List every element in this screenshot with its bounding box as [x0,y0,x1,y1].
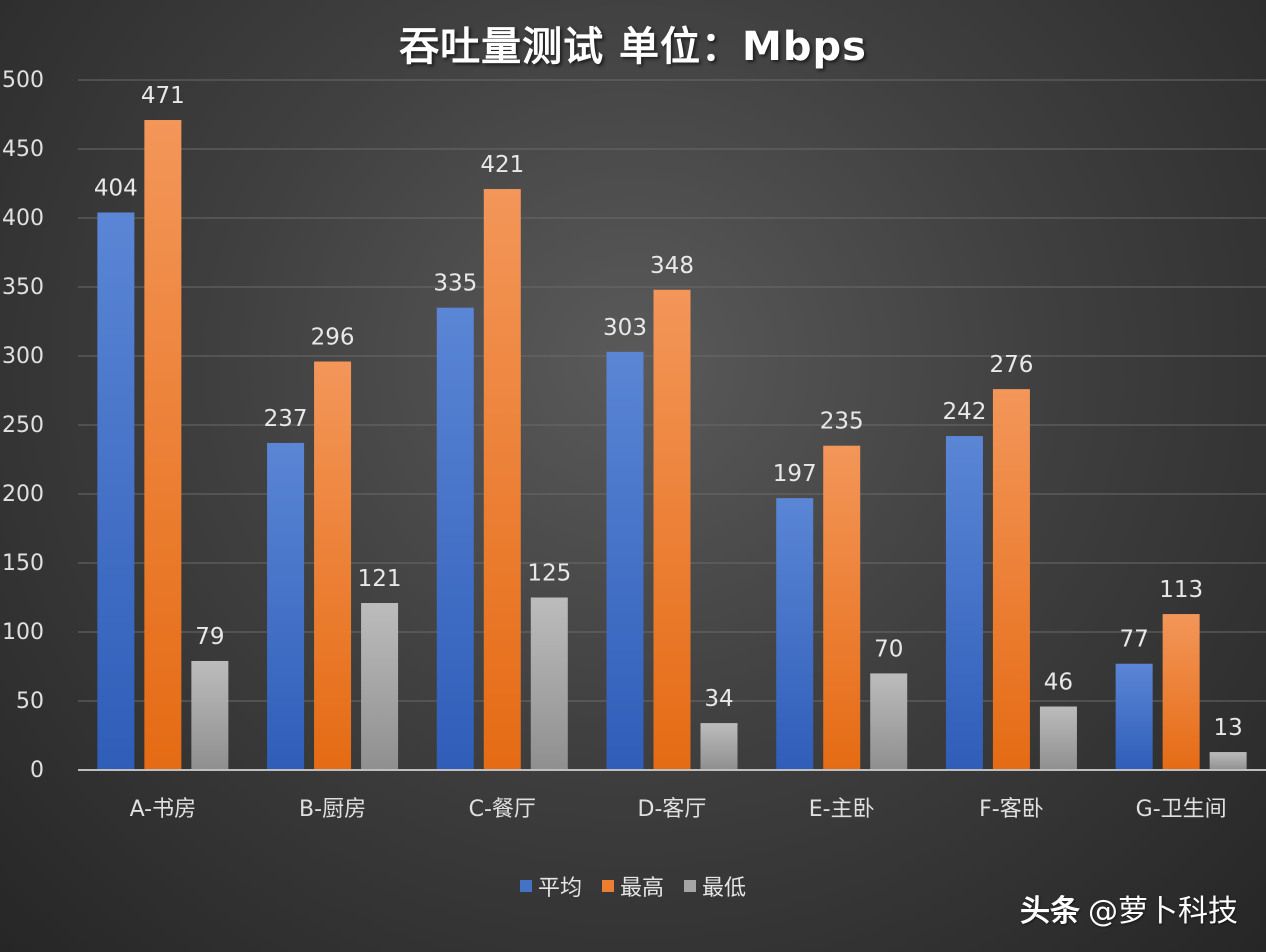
y-tick-label: 50 [16,689,44,714]
bar-min [1039,706,1077,770]
x-tick-label: C-餐厅 [469,797,536,822]
data-label: 404 [94,175,138,201]
x-axis-ticks: A-书房 B-厨房 C-餐厅 D-客厅 E-主卧 F-客卧 G-卫生间 [130,797,1227,822]
y-tick-label: 200 [2,482,44,507]
y-tick-label: 450 [2,137,44,162]
legend-swatch-average [519,880,532,892]
watermark-brand: 头条 [1020,894,1080,929]
legend-item-min: 最低 [684,870,746,902]
y-tick-label: 350 [2,275,44,300]
bar-average [267,442,305,770]
data-label: 296 [311,325,355,351]
y-tick-label: 150 [2,551,44,576]
y-tick-label: 300 [2,344,44,369]
data-label: 348 [650,253,694,279]
data-labels: 404 471 79 237 296 121 335 421 125 303 348 34 197235… [94,83,1243,741]
bar-max [314,361,352,770]
watermark: 头条 @萝卜科技 [1020,886,1238,930]
x-tick-label: D-客厅 [638,797,707,822]
data-label: 121 [358,566,402,592]
data-label: 13 [1214,715,1243,741]
x-tick-label: F-客卧 [979,797,1044,822]
x-tick-label: E-主卧 [809,797,875,822]
chart-title: 吞吐量测试 单位：Mbps [399,24,867,70]
bar-min [530,597,568,770]
bar-min [361,603,399,770]
data-label: 242 [942,399,986,425]
bar-min [870,673,908,770]
bar-average [945,436,983,770]
x-tick-label: A-书房 [130,797,197,822]
legend-label-max: 最高 [619,876,664,901]
legend-swatch-min [684,880,696,892]
data-label: 79 [195,624,224,650]
data-label: 471 [141,83,185,109]
bars [97,120,1247,771]
data-label: 70 [874,636,903,662]
bar-average [1115,663,1153,770]
y-tick-label: 400 [2,206,44,231]
bar-min [700,723,738,770]
data-label: 276 [989,352,1033,378]
bar-min [191,660,229,770]
data-label: 235 [820,409,864,435]
y-tick-label: 500 [2,68,44,93]
legend-swatch-max [601,880,614,892]
y-axis-ticks: 0 50 100 150 200 250 300 350 400 450 500 [2,68,44,783]
legend-label-average: 平均 [537,876,582,901]
y-tick-label: 100 [2,620,44,645]
data-label: 46 [1044,670,1073,696]
data-label: 197 [773,461,817,487]
bar-average [97,212,135,771]
legend: 平均 最高 最低 [0,870,1266,902]
x-tick-label: G-卫生间 [1136,797,1227,822]
data-label: 77 [1120,627,1149,653]
data-label: 125 [527,561,571,587]
bar-max [144,120,182,770]
data-label: 113 [1159,577,1203,603]
bar-max [823,445,861,770]
watermark-handle: @萝卜科技 [1088,894,1238,929]
x-tick-label: B-厨房 [299,797,366,822]
legend-label-min: 最低 [702,876,747,901]
legend-item-average: 平均 [519,870,582,902]
y-tick-label: 250 [2,413,44,438]
data-label: 303 [603,315,647,341]
y-tick-label: 0 [30,758,44,783]
legend-item-max: 最高 [601,870,664,902]
bar-max [653,289,691,770]
data-label: 34 [704,686,733,712]
bar-max [483,189,521,770]
bar-max [992,389,1030,770]
data-label: 421 [480,152,524,178]
bar-average [436,307,474,770]
data-label: 335 [433,271,477,297]
bar-average [606,351,644,770]
bar-average [776,498,814,770]
bar-max [1162,614,1200,770]
data-label: 237 [264,406,308,432]
bar-min [1209,752,1247,770]
